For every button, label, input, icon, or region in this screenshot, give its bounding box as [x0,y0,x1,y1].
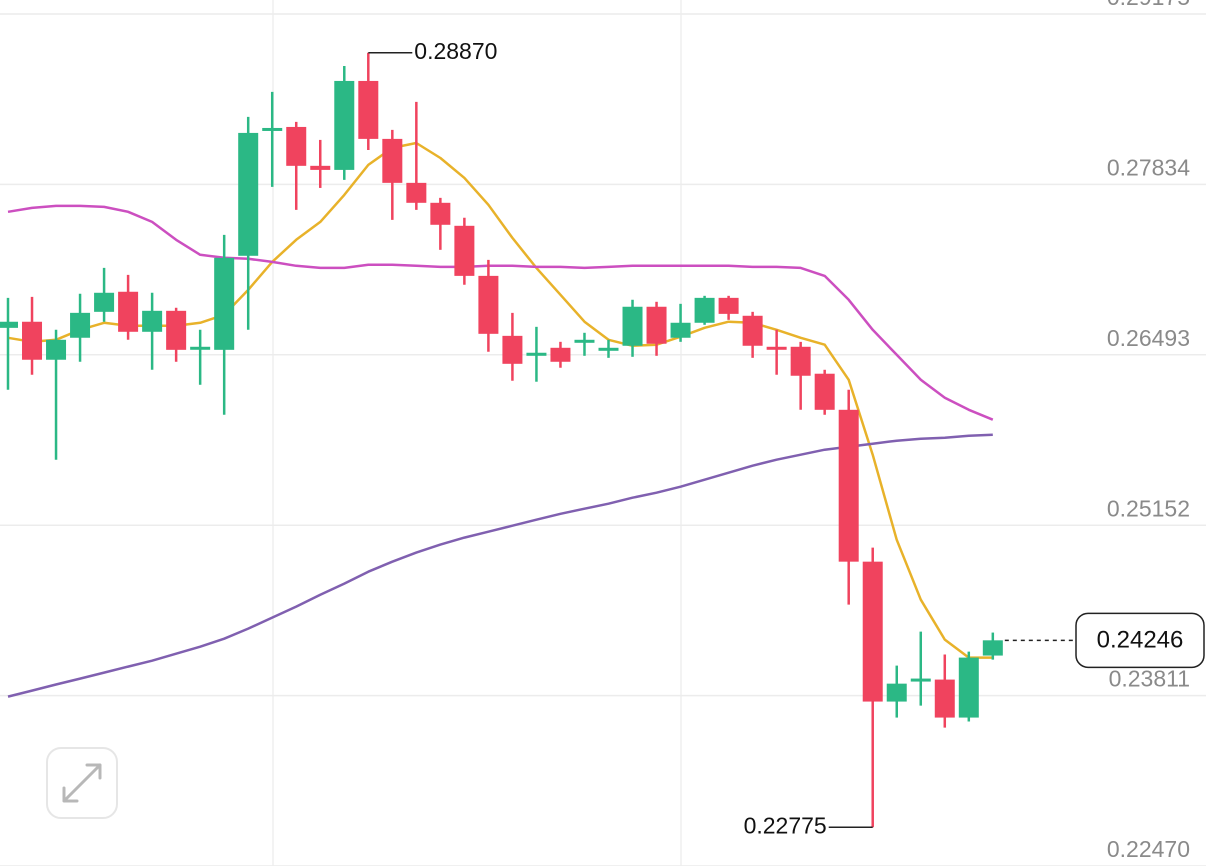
y-tick-label: 0.27834 [1107,154,1190,180]
candle-body [742,315,763,346]
low-label: 0.22775 [744,812,827,838]
candle-body [70,312,91,338]
candle-body [814,373,835,410]
candle-body [982,640,1003,656]
candle-body [670,322,691,338]
ma-line [7,433,993,698]
candle-body [334,80,355,170]
y-tick-label: 0.29175 [1107,0,1190,10]
last-price-label: 0.24246 [1097,627,1184,654]
candle-body [694,297,715,323]
candle-body [766,346,787,350]
candle-body [838,409,859,562]
candle-body [238,132,259,256]
candle-body [622,306,643,346]
candle-body [382,138,403,183]
high-label: 0.28870 [414,38,497,64]
candle-body [934,679,955,718]
candle-body [502,335,523,364]
expand-button[interactable] [46,747,118,819]
candle-body [22,321,43,360]
candle-body [646,306,667,344]
candle-body [886,683,907,702]
candle-body [94,292,115,312]
candle-body [910,678,931,682]
candle-body [430,202,451,225]
candle-body [190,346,211,350]
y-tick-label: 0.26493 [1107,325,1190,351]
candle-body [214,257,235,350]
candle-body [358,80,379,139]
candle-body [46,339,67,360]
last-price-box [1075,612,1205,669]
candles [0,52,1003,828]
candle-body [574,339,595,343]
y-tick-label: 0.22470 [1107,836,1190,862]
candle-body [454,225,475,276]
candle-body [166,310,187,350]
candle-body [142,310,163,332]
candle-body [718,297,739,314]
y-tick-label: 0.25152 [1107,495,1190,521]
annotations: 0.28870 0.22775 0.24246 [368,38,1205,838]
expand-icon[interactable] [62,763,102,803]
candle-body [862,561,883,702]
candle-body [286,126,307,166]
candle-body [550,347,571,362]
candle-body [526,352,547,356]
candle-body [478,275,499,334]
candle-body [406,182,427,203]
candle-body [0,321,18,328]
candle-body [958,657,979,718]
candle-body [310,165,331,170]
candle-body [118,291,139,332]
y-tick-label: 0.23811 [1109,666,1190,692]
candle-body [790,346,811,376]
ma-line [7,204,994,421]
candle-body [262,127,283,131]
candle-body [598,347,619,351]
